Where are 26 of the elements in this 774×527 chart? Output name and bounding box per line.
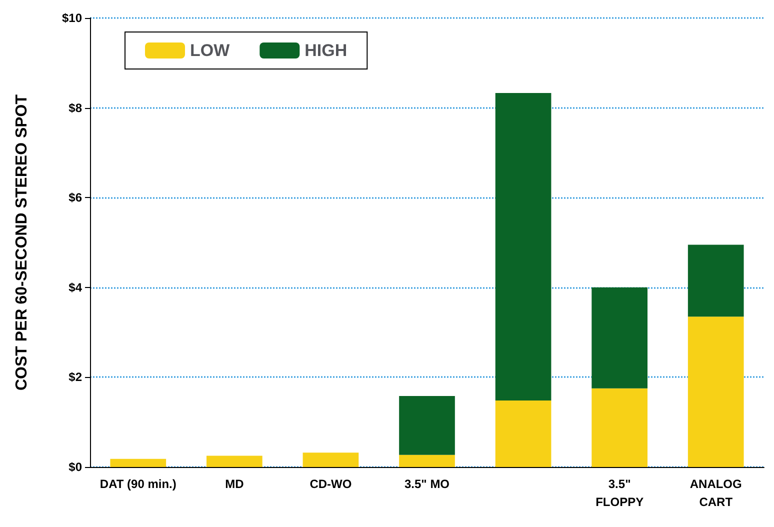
- bar: [302, 452, 359, 467]
- y-tick-label: $4: [68, 280, 82, 294]
- x-tick-label: 3.5" MO: [404, 477, 450, 491]
- bar: [592, 287, 648, 388]
- legend-label: HIGH: [304, 41, 348, 60]
- bar: [399, 454, 455, 467]
- bar: [110, 458, 166, 467]
- y-axis-title: COST PER 60-SECOND STEREO SPOT: [14, 94, 30, 391]
- bar: [688, 244, 744, 317]
- x-tick-label: MD: [225, 477, 244, 491]
- y-tick-label: $8: [68, 100, 82, 115]
- y-tick-label: $0: [68, 460, 82, 474]
- bar: [688, 316, 744, 467]
- bar: [495, 92, 552, 401]
- x-tick-label: CD-WO: [310, 477, 352, 491]
- y-tick-label: $2: [68, 370, 82, 384]
- x-tick-label: 3.5" FLOPPY: [596, 477, 644, 509]
- x-tick-label: ANALOG CART: [690, 477, 742, 509]
- y-tick-label: $6: [68, 190, 82, 205]
- bar: [399, 396, 455, 455]
- bar: [495, 400, 552, 467]
- legend-label: LOW: [190, 41, 231, 60]
- x-tick-label: DAT (90 min.): [100, 477, 176, 491]
- bar: [206, 456, 262, 467]
- y-tick-label: $10: [62, 11, 82, 25]
- bar: [592, 388, 648, 467]
